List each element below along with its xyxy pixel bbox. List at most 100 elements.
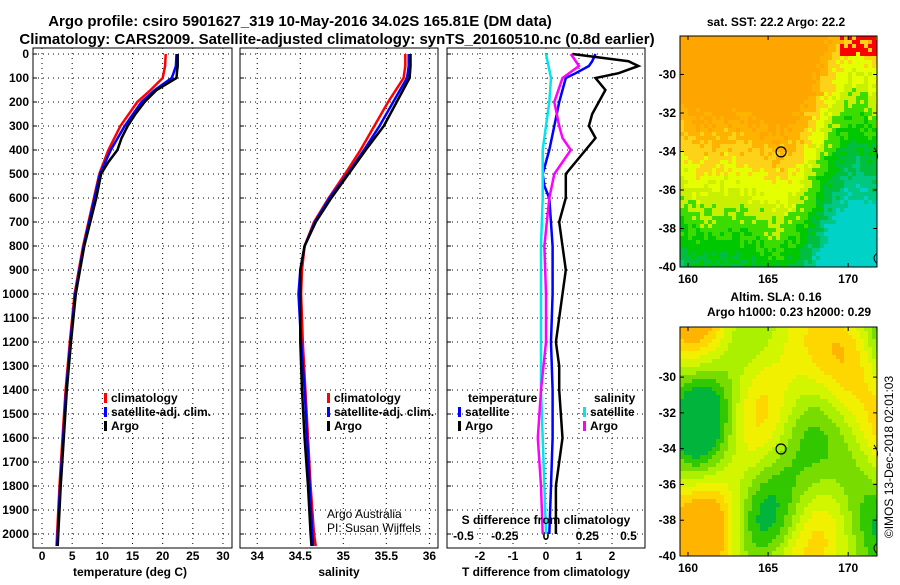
map-cell bbox=[808, 184, 812, 188]
map-cell bbox=[772, 72, 776, 76]
map-cell bbox=[704, 220, 708, 224]
map-cell bbox=[720, 208, 724, 212]
map-cell bbox=[796, 240, 800, 244]
map-cell bbox=[776, 260, 780, 264]
map-cell bbox=[808, 188, 812, 192]
map-cell bbox=[872, 100, 876, 104]
map-cell bbox=[704, 256, 708, 260]
map-cell bbox=[752, 172, 756, 176]
map-cell bbox=[816, 80, 820, 84]
map-cell bbox=[764, 96, 768, 100]
map-cell bbox=[696, 104, 700, 108]
map-cell bbox=[804, 56, 808, 60]
map-cell bbox=[844, 132, 848, 136]
map-cell bbox=[812, 100, 816, 104]
map-cell bbox=[840, 56, 844, 60]
map-cell bbox=[772, 463, 776, 467]
map-cell bbox=[792, 196, 796, 200]
map-cell bbox=[828, 244, 832, 248]
map-cell bbox=[688, 260, 692, 264]
map-cell bbox=[772, 240, 776, 244]
map-cell bbox=[852, 156, 856, 160]
map-cell bbox=[808, 124, 812, 128]
map-cell bbox=[692, 148, 696, 152]
map-cell bbox=[812, 168, 816, 172]
map-cell bbox=[748, 144, 752, 148]
map-cell bbox=[760, 100, 764, 104]
map-cell bbox=[712, 427, 716, 431]
map-cell bbox=[728, 411, 732, 415]
x-tick-label: 36 bbox=[423, 549, 437, 563]
map-cell bbox=[732, 371, 736, 375]
map-cell bbox=[788, 459, 792, 463]
map-cell bbox=[700, 407, 704, 411]
map-cell bbox=[768, 68, 772, 72]
map-cell bbox=[756, 447, 760, 451]
map-cell bbox=[780, 92, 784, 96]
map-cell bbox=[704, 451, 708, 455]
map-cell bbox=[808, 331, 812, 335]
map-cell bbox=[832, 80, 836, 84]
map-cell bbox=[828, 156, 832, 160]
map-cell bbox=[684, 204, 688, 208]
map-cell bbox=[704, 411, 708, 415]
map-cell bbox=[688, 68, 692, 72]
map-cell bbox=[860, 260, 864, 264]
map-cell bbox=[796, 72, 800, 76]
map-cell bbox=[812, 443, 816, 447]
map-cell bbox=[860, 132, 864, 136]
map-cell bbox=[772, 188, 776, 192]
map-cell bbox=[852, 80, 856, 84]
map-cell bbox=[728, 120, 732, 124]
map-cell bbox=[796, 80, 800, 84]
map-cell bbox=[716, 351, 720, 355]
map-cell bbox=[724, 36, 728, 40]
map-cell bbox=[808, 36, 812, 40]
map-cell bbox=[836, 236, 840, 240]
map-cell bbox=[856, 48, 860, 52]
map-cell bbox=[848, 68, 852, 72]
map-cell bbox=[872, 204, 876, 208]
map-cell bbox=[812, 260, 816, 264]
map-cell bbox=[836, 136, 840, 140]
map-cell bbox=[700, 439, 704, 443]
map-cell bbox=[764, 339, 768, 343]
map-cell bbox=[808, 88, 812, 92]
map-cell bbox=[736, 112, 740, 116]
map-cell bbox=[700, 427, 704, 431]
map-cell bbox=[720, 220, 724, 224]
map-cell bbox=[808, 363, 812, 367]
map-cell bbox=[740, 228, 744, 232]
map-cell bbox=[856, 419, 860, 423]
map-cell bbox=[792, 459, 796, 463]
map-cell bbox=[824, 104, 828, 108]
map-cell bbox=[712, 148, 716, 152]
map-cell bbox=[816, 335, 820, 339]
map-cell bbox=[816, 64, 820, 68]
x-tick-label: 5 bbox=[69, 549, 76, 563]
map-cell bbox=[808, 407, 812, 411]
map-cell bbox=[708, 252, 712, 256]
map-cell bbox=[868, 228, 872, 232]
map-cell bbox=[824, 192, 828, 196]
map-cell bbox=[832, 463, 836, 467]
map-cell bbox=[776, 387, 780, 391]
map-cell bbox=[748, 76, 752, 80]
map-cell bbox=[828, 327, 832, 331]
map-cell bbox=[684, 351, 688, 355]
map-cell bbox=[688, 156, 692, 160]
map-cell bbox=[756, 244, 760, 248]
map-cell bbox=[768, 224, 772, 228]
map-cell bbox=[816, 224, 820, 228]
map-cell bbox=[852, 92, 856, 96]
map-cell bbox=[840, 351, 844, 355]
map-cell bbox=[796, 435, 800, 439]
map-cell bbox=[732, 180, 736, 184]
map-cell bbox=[696, 331, 700, 335]
map-cell bbox=[860, 68, 864, 72]
map-cell bbox=[764, 84, 768, 88]
map-cell bbox=[840, 395, 844, 399]
map-cell bbox=[872, 351, 876, 355]
map-cell bbox=[828, 419, 832, 423]
map-cell bbox=[724, 327, 728, 331]
